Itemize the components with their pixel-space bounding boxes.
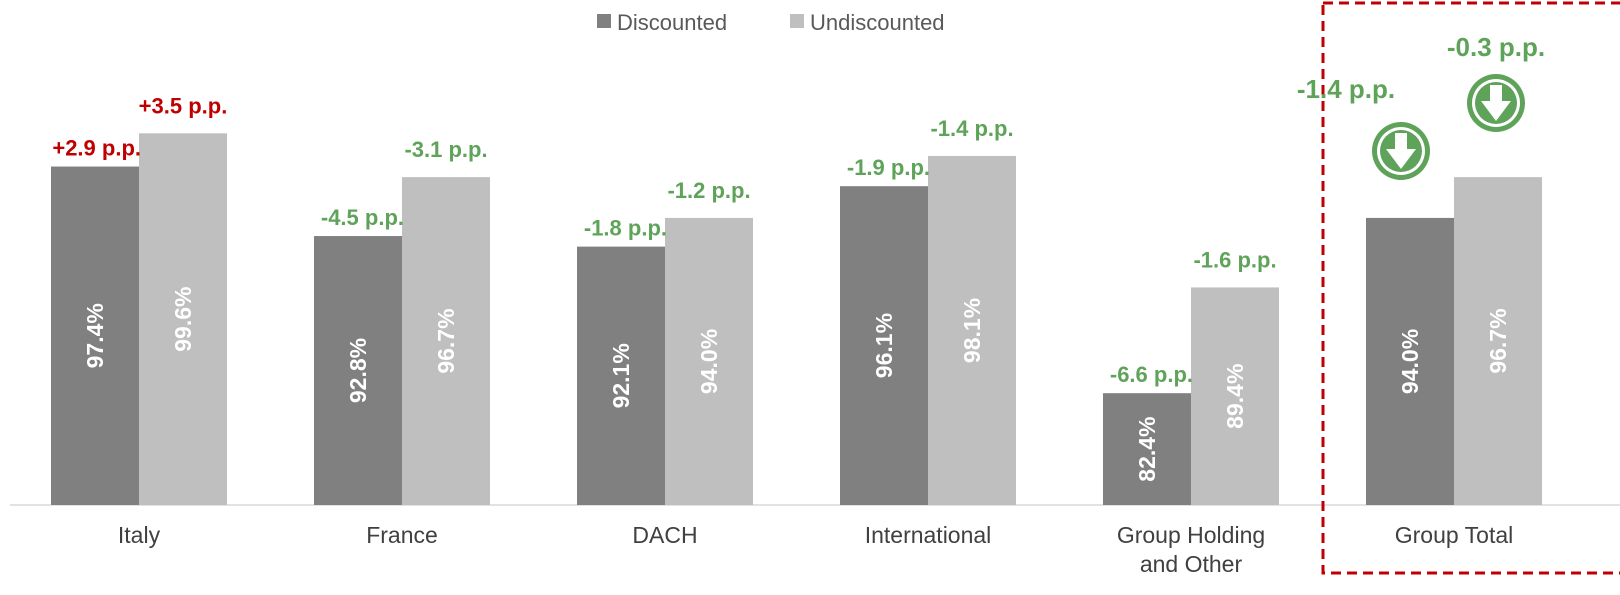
bars [51,133,1542,506]
change-label-undiscounted-group-holding-and-other: -1.6 p.p. [1193,247,1276,272]
legend-label-undiscounted: Undiscounted [810,10,945,35]
value-label-discounted-dach: 92.1% [608,343,634,408]
category-label-dach: DACH [632,522,697,548]
bar-undiscounted-france [402,177,490,505]
arrow-down-circle-icon [1467,74,1525,132]
bar-discounted-dach [577,246,665,505]
category-label-italy: Italy [118,522,161,548]
bar-discounted-france [314,236,402,506]
value-label-discounted-italy: 97.4% [82,303,108,368]
bar-undiscounted-group-holding-and-other [1191,287,1279,505]
value-label-undiscounted-dach: 94.0% [696,329,722,394]
change-label-discounted-dach: -1.8 p.p. [584,216,667,241]
change-label-undiscounted-dach: -1.2 p.p. [667,178,750,203]
change-label-discounted-group-total: -1.4 p.p. [1297,74,1395,104]
bar-undiscounted-international [928,155,1016,506]
value-label-undiscounted-group-holding-and-other: 89.4% [1222,364,1248,429]
value-label-discounted-group-total: 94.0% [1397,329,1423,394]
legend-swatch-discounted [597,14,611,28]
arrow-down-circle-icon [1372,122,1430,180]
change-label-discounted-group-holding-and-other: -6.6 p.p. [1110,362,1193,387]
value-label-discounted-france: 92.8% [345,338,371,403]
labels: 97.4% +2.9 p.p. 99.6% +3.5 p.p. Italy 92.8% -4… [52,32,1545,577]
bar-discounted-group-holding-and-other [1103,393,1191,505]
value-label-discounted-international: 96.1% [871,313,897,378]
change-label-undiscounted-france: -3.1 p.p. [404,137,487,162]
category-label-group-holding-and-other: Group Holding and Other [1117,522,1265,577]
category-label-international: International [865,522,992,548]
bar-undiscounted-italy [139,133,227,505]
change-label-undiscounted-group-total: -0.3 p.p. [1447,32,1545,62]
highlight-box [1321,1,1620,575]
change-label-discounted-italy: +2.9 p.p. [52,136,141,161]
change-label-undiscounted-italy: +3.5 p.p. [139,93,228,118]
value-label-undiscounted-group-total: 96.7% [1485,308,1511,373]
change-label-discounted-france: -4.5 p.p. [321,205,404,230]
value-label-undiscounted-italy: 99.6% [170,287,196,352]
legend: Discounted Undiscounted [597,10,945,35]
value-label-discounted-group-holding-and-other: 82.4% [1134,416,1160,481]
bar-discounted-italy [51,166,139,505]
bar-undiscounted-dach [665,217,753,505]
change-label-undiscounted-international: -1.4 p.p. [930,116,1013,141]
category-label-group-total: Group Total [1395,522,1513,548]
legend-label-discounted: Discounted [617,10,727,35]
legend-swatch-undiscounted [790,14,804,28]
category-label-france: France [366,522,438,548]
change-label-discounted-international: -1.9 p.p. [847,155,930,180]
bar-undiscounted-group-total [1454,177,1542,505]
bar-discounted-international [840,186,928,505]
bar-discounted-group-total [1366,217,1454,505]
value-label-undiscounted-france: 96.7% [433,308,459,373]
value-label-undiscounted-international: 98.1% [959,298,985,363]
